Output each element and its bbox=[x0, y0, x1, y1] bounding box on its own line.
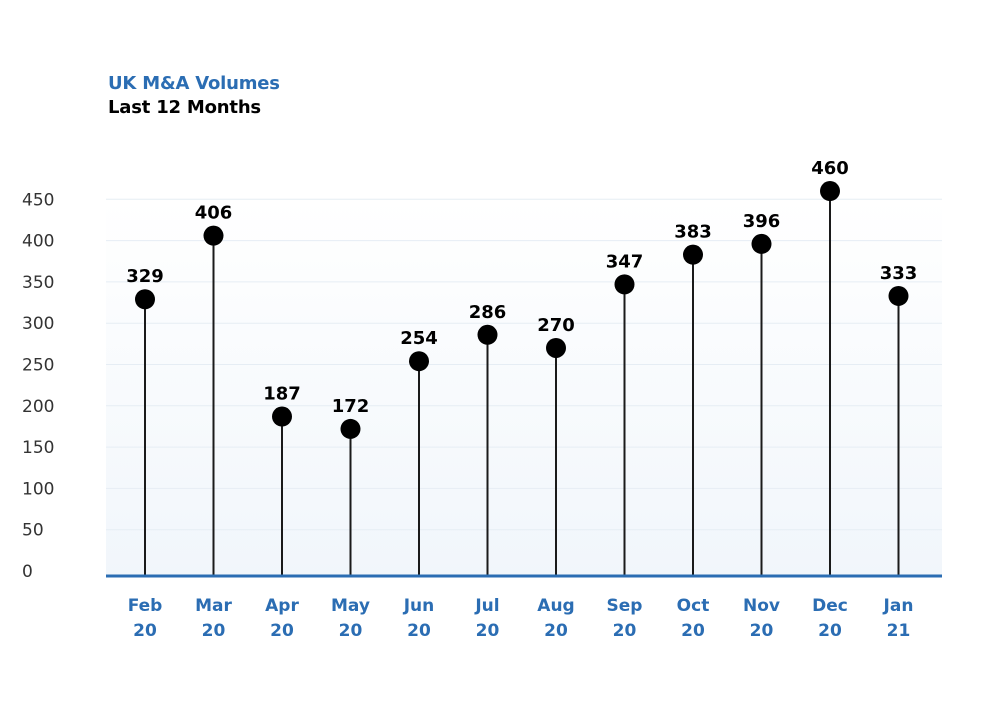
x-tick-label-year: 20 bbox=[613, 621, 637, 641]
data-point bbox=[614, 274, 635, 295]
x-tick-label-month: May bbox=[331, 596, 370, 616]
data-point bbox=[546, 337, 566, 358]
y-tick-label: 250 bbox=[22, 356, 54, 376]
x-tick-label-month: Sep bbox=[607, 596, 643, 616]
x-tick-label-year: 20 bbox=[544, 621, 568, 641]
y-tick-label: 450 bbox=[22, 190, 54, 210]
y-tick-label: 0 bbox=[22, 562, 33, 582]
x-tick-label-year: 20 bbox=[202, 621, 226, 641]
x-tick-label-year: 20 bbox=[339, 621, 363, 641]
data-point bbox=[272, 406, 292, 427]
y-tick-label: 200 bbox=[22, 397, 54, 417]
x-tick-label-year: 20 bbox=[133, 621, 157, 641]
data-point bbox=[820, 181, 840, 202]
chart-title-block: UK M&A Volumes Last 12 Months bbox=[108, 72, 280, 120]
x-tick-label-year: 20 bbox=[476, 621, 500, 641]
x-tick-label-year: 20 bbox=[270, 621, 294, 641]
x-tick-label-month: Jun bbox=[403, 596, 435, 616]
data-label: 406 bbox=[195, 203, 233, 224]
x-tick-label-month: Jan bbox=[883, 596, 914, 616]
x-tick-label-month: Apr bbox=[265, 596, 299, 616]
data-label: 187 bbox=[263, 384, 301, 405]
data-point bbox=[888, 285, 909, 306]
y-tick-label: 350 bbox=[22, 273, 54, 293]
y-tick-label: 100 bbox=[22, 479, 54, 499]
x-tick-label-year: 21 bbox=[887, 621, 911, 641]
data-label: 286 bbox=[469, 302, 507, 323]
x-tick-label-month: Feb bbox=[128, 596, 163, 616]
x-tick-label-month: Aug bbox=[537, 596, 574, 616]
data-label: 329 bbox=[126, 266, 164, 287]
chart-title: UK M&A Volumes bbox=[108, 73, 280, 94]
data-point bbox=[135, 289, 155, 310]
data-label: 396 bbox=[743, 211, 781, 232]
y-tick-label: 150 bbox=[22, 438, 54, 458]
data-label: 383 bbox=[674, 222, 712, 243]
data-point bbox=[340, 418, 361, 439]
x-tick-label-year: 20 bbox=[818, 621, 842, 641]
data-point bbox=[751, 233, 772, 254]
x-tick-label-month: Jul bbox=[474, 596, 499, 616]
x-tick-label-month: Oct bbox=[677, 596, 710, 616]
data-label: 347 bbox=[606, 251, 644, 272]
data-label: 254 bbox=[400, 328, 438, 349]
data-label: 333 bbox=[880, 263, 918, 284]
data-label: 460 bbox=[811, 158, 849, 179]
x-tick-label-year: 20 bbox=[750, 621, 774, 641]
chart-subtitle: Last 12 Months bbox=[108, 97, 261, 118]
x-tick-label-month: Dec bbox=[812, 596, 848, 616]
x-tick-label-month: Nov bbox=[743, 596, 780, 616]
data-point bbox=[409, 351, 429, 372]
data-label: 172 bbox=[332, 396, 370, 417]
x-tick-label-year: 20 bbox=[681, 621, 705, 641]
data-point bbox=[203, 225, 224, 246]
y-tick-label: 50 bbox=[22, 521, 44, 541]
x-tick-label-month: Mar bbox=[195, 596, 232, 616]
plot-background bbox=[106, 199, 942, 577]
y-tick-label: 400 bbox=[22, 232, 54, 252]
data-label: 270 bbox=[537, 315, 575, 336]
data-point bbox=[477, 324, 498, 345]
data-point bbox=[683, 244, 703, 265]
y-tick-label: 300 bbox=[22, 314, 54, 334]
x-tick-label-year: 20 bbox=[407, 621, 431, 641]
